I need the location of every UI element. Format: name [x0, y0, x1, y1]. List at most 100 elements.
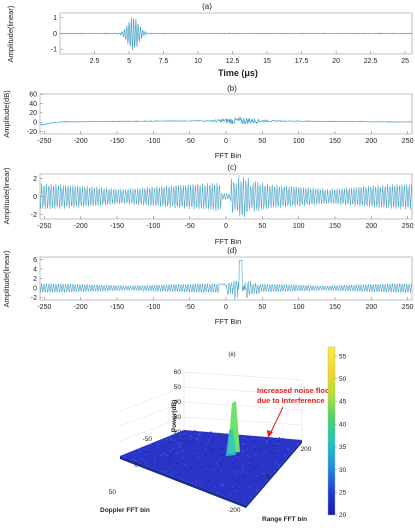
panel-b-xtick-label: 200 [365, 138, 377, 145]
panel-e-surface-speck [248, 462, 250, 464]
panel-e-surface-speck [274, 469, 277, 471]
panel-e-surface-speck [205, 484, 208, 486]
panel-e-surface-speck [132, 458, 134, 460]
panel-e-surface-speck [210, 431, 212, 433]
panel-e-surface-speck [234, 490, 236, 492]
panel-e-surface-speck [196, 439, 199, 441]
panel-e-peak-cyan [226, 429, 236, 456]
panel-e-annotation-arrowhead [267, 430, 273, 438]
panel-e-surface-speck [254, 466, 256, 468]
panel-e-surface-speck [194, 430, 196, 432]
panel-a-xtick-label: 25 [401, 58, 409, 65]
panel-a-xtick-label: 7.5 [159, 58, 169, 65]
panel-e-surface-speck [220, 470, 223, 472]
panel-e-surface-speck [256, 477, 258, 479]
panel-e-range-tick: -200 [227, 507, 240, 514]
panel-e-surface-speck [249, 496, 252, 498]
panel-e-surface-speck [268, 456, 270, 458]
panel-c-ylabel: Amplitude(linear) [2, 167, 11, 224]
panel-e-surface-speck [168, 458, 170, 460]
panel-e-surface-speck [164, 441, 166, 443]
panel-e-surface-speck [243, 441, 245, 443]
panel-e-surface-speck [234, 499, 237, 501]
panel-e-surface-speck [229, 493, 232, 495]
panel-e-surface-speck [179, 442, 182, 445]
panel-e-surface-speck [190, 440, 192, 442]
panel-e-doppler-tick: -50 [143, 436, 153, 443]
panel-b-xtick-label: 250 [402, 138, 414, 145]
panel-e-surface-speck [164, 470, 166, 472]
panel-e-surface-speck [265, 441, 268, 443]
panel-e-surface-side-right [246, 440, 302, 508]
panel-e-surface-speck [248, 486, 251, 488]
panel-e-surface-speck [172, 441, 175, 443]
panel-d-ytick-label: 0 [33, 285, 37, 292]
panel-e-surface-side [120, 456, 246, 508]
panel-e-surface-speck [193, 450, 196, 452]
panel-e-surface-speck [200, 466, 203, 468]
panel-e-surface-speck [166, 439, 168, 441]
panel-e-surface-speck [223, 476, 225, 478]
panel-e-surface-speck [176, 463, 178, 465]
panel-e-surface-speck [174, 439, 177, 441]
panel-c-xtick-label: 200 [365, 223, 377, 230]
panel-e-surface-speck [247, 448, 249, 450]
panel-d-xtick-label: 50 [258, 304, 266, 311]
panel-e-surface-speck [208, 465, 210, 467]
panel-e-surface-speck [255, 480, 258, 482]
panel-e-surface-speck [211, 441, 213, 444]
panel-e-surface-speck [261, 472, 264, 475]
panel-e-ztick-label: 30 [174, 414, 182, 421]
panel-e-surface-speck [190, 456, 193, 458]
panel-b-xtick-label: -150 [110, 138, 124, 145]
panel-e-colorbar-tick-label: 25 [339, 489, 347, 496]
panel-c: (c) -2 0 2 -250 -200 -150 -100 -50 0 50 100 150 200… [2, 163, 414, 246]
panel-e-surface-speck [210, 464, 212, 466]
panel-c-ytick-label: 2 [33, 176, 37, 183]
panel-e-surface-speck [247, 453, 249, 455]
panel-e-surface-speck [156, 446, 159, 448]
panel-e-surface-speck [242, 443, 245, 445]
panel-e-surface-speck [261, 479, 264, 481]
panel-a-xtick-label: 12.5 [226, 58, 240, 65]
panel-e-surface-speck [182, 433, 185, 435]
panel-e-surface-speck [134, 459, 137, 461]
panel-e-surface-speck [196, 438, 199, 440]
panel-e-surface-speck [222, 454, 224, 457]
panel-e-surface-speck [248, 456, 251, 458]
panel-e-surface-speck [183, 434, 185, 437]
panel-e-surface-speck [262, 438, 265, 440]
panel-e-colorbar-tick-label: 50 [339, 376, 347, 383]
panel-e-surface-speck [215, 462, 218, 464]
panel-e-surface-speck [234, 473, 237, 475]
panel-e-surface-speck [195, 437, 197, 439]
panel-e-surface-speck [219, 463, 221, 465]
panel-e-surface-speck [244, 476, 246, 478]
panel-e-surface-speck [218, 432, 221, 435]
panel-e-surface-speck [169, 437, 171, 439]
panel-b-xtick-label: 100 [293, 138, 305, 145]
panel-d-xtick-label: -250 [37, 304, 51, 311]
panel-e-surface-speck [202, 443, 205, 445]
panel-e-surface-speck [154, 457, 156, 459]
panel-e-surface-speck [184, 432, 187, 434]
panel-e-surface-speck [161, 471, 164, 473]
panel-e-surface-speck [216, 492, 219, 494]
panel-b-series-line [40, 116, 413, 126]
panel-e-surface-speck [282, 437, 284, 439]
panel-e-annotation-line1: Increased noise floor [257, 386, 333, 395]
panel-e-surface-speck [169, 442, 172, 444]
panel-e-surface-speck [170, 472, 173, 475]
panel-e-surface-speck [212, 448, 214, 450]
panel-e-surface-speck [195, 481, 198, 483]
panel-e-surface-speck [229, 483, 232, 485]
panel-b-ytick-label: 40 [29, 101, 37, 108]
panel-e-surface-speck [180, 460, 183, 462]
panel-d-xtick-label: 100 [293, 304, 305, 311]
panel-e-surface-speck [246, 454, 249, 457]
panel-e-surface-speck [169, 458, 172, 460]
panel-e-surface-speck [138, 448, 140, 450]
panel-e-surface-speck [207, 439, 209, 441]
panel-e-surface-speck [255, 476, 258, 478]
panel-e-surface-speck [145, 448, 147, 450]
